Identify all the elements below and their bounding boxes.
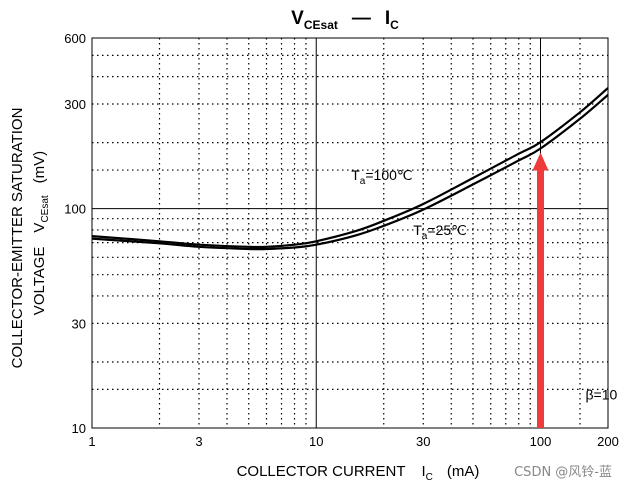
y-tick-labels: 10 30 100 300 600 [64,31,86,436]
watermark: CSDN @风铃-蓝 [514,465,612,480]
chart-title: VCEsat — IC [291,8,399,32]
x-tick-label: 3 [195,434,202,449]
x-axis-label: COLLECTOR CURRENT IC (mA) [237,463,480,483]
y-axis-label-line1: COLLECTOR-EMITTER SATURATION [9,108,26,369]
series-line-100c [91,87,609,249]
series-label-100c-rest: =100℃ [365,167,412,183]
title-dash: — [352,8,371,29]
series-label-100c: Ta=100℃ [351,167,412,187]
curves [91,87,609,251]
y-axis-label-unit: (mV) [31,151,48,184]
title-ic-sub: C [390,18,399,32]
y-tick-label: 30 [72,316,86,331]
series-line-25c [91,94,609,251]
series-label-25c: Ta=25℃ [413,222,467,242]
title-vce-sub: CEsat [304,18,338,32]
x-axis-label-main: COLLECTOR CURRENT [237,463,406,480]
beta-label: β=10 [585,386,617,402]
series-label-25c-rest: =25℃ [427,222,466,238]
y-axis-label-sub: CEsat [40,195,51,222]
y-tick-label: 100 [64,202,86,217]
x-tick-label: 30 [416,434,430,449]
x-axis-label-sym: I [422,463,426,480]
series-label-100c-sub: a [360,176,366,187]
x-tick-label: 100 [530,434,552,449]
x-axis-label-sub: C [426,472,433,483]
x-tick-label: 1 [88,434,95,449]
y-tick-label: 300 [64,97,86,112]
y-axis-label-text: VOLTAGE [31,247,48,316]
title-vce-main: V [291,8,304,29]
x-tick-label: 10 [309,434,323,449]
y-axis-label-line2: VOLTAGE VCEsat (mV) [31,151,51,315]
grid [92,38,608,428]
plot-frame [91,37,609,429]
red-arrow-icon [532,152,549,428]
y-tick-label: 600 [64,31,86,46]
series-label-25c-main: T [413,222,422,238]
x-tick-label: 200 [597,434,619,449]
y-tick-label: 10 [72,421,86,436]
series-label-25c-sub: a [422,231,428,242]
series-label-100c-main: T [351,167,360,183]
title-ic-main: I [385,8,390,29]
y-axis-label-sym: V [31,223,48,233]
x-axis-label-unit: (mA) [447,463,480,480]
x-tick-labels: 1 3 10 30 100 200 [88,434,618,449]
